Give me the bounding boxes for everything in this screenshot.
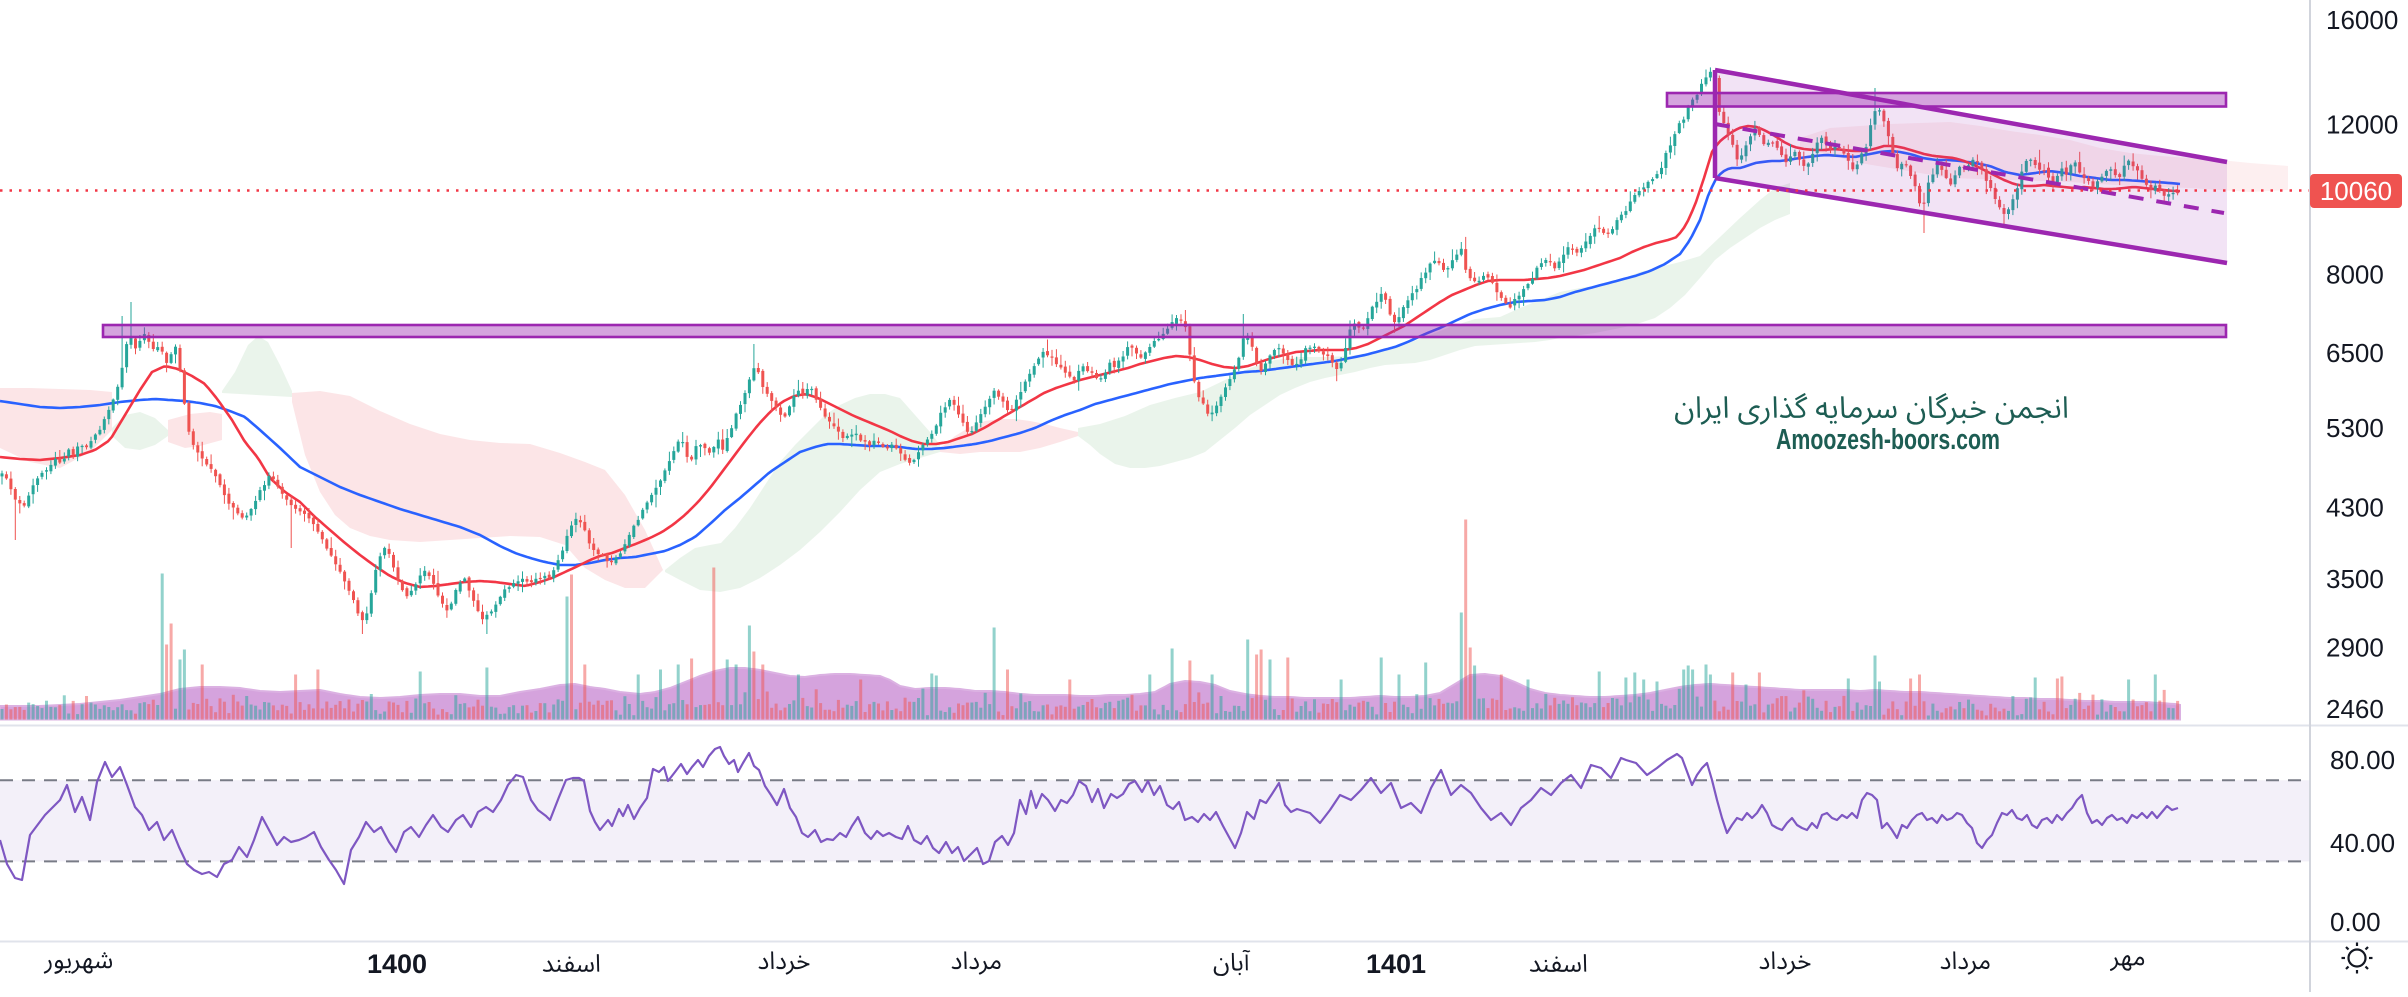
- svg-text:40.00: 40.00: [2330, 828, 2395, 858]
- svg-text:3500: 3500: [2326, 564, 2384, 594]
- svg-text:Amoozesh-boors.com: Amoozesh-boors.com: [1776, 424, 2000, 456]
- svg-text:4300: 4300: [2326, 492, 2384, 522]
- svg-text:8000: 8000: [2326, 260, 2384, 290]
- svg-text:1400: 1400: [367, 949, 427, 979]
- svg-text:2460: 2460: [2326, 694, 2384, 724]
- svg-text:12000: 12000: [2326, 110, 2398, 140]
- svg-text:1401: 1401: [1366, 949, 1426, 979]
- svg-text:6500: 6500: [2326, 338, 2384, 368]
- svg-text:80.00: 80.00: [2330, 745, 2395, 775]
- svg-text:16000: 16000: [2326, 5, 2398, 35]
- svg-text:0.00: 0.00: [2330, 907, 2381, 937]
- svg-text:10060: 10060: [2320, 176, 2392, 206]
- svg-text:5300: 5300: [2326, 413, 2384, 443]
- svg-text:2900: 2900: [2326, 633, 2384, 663]
